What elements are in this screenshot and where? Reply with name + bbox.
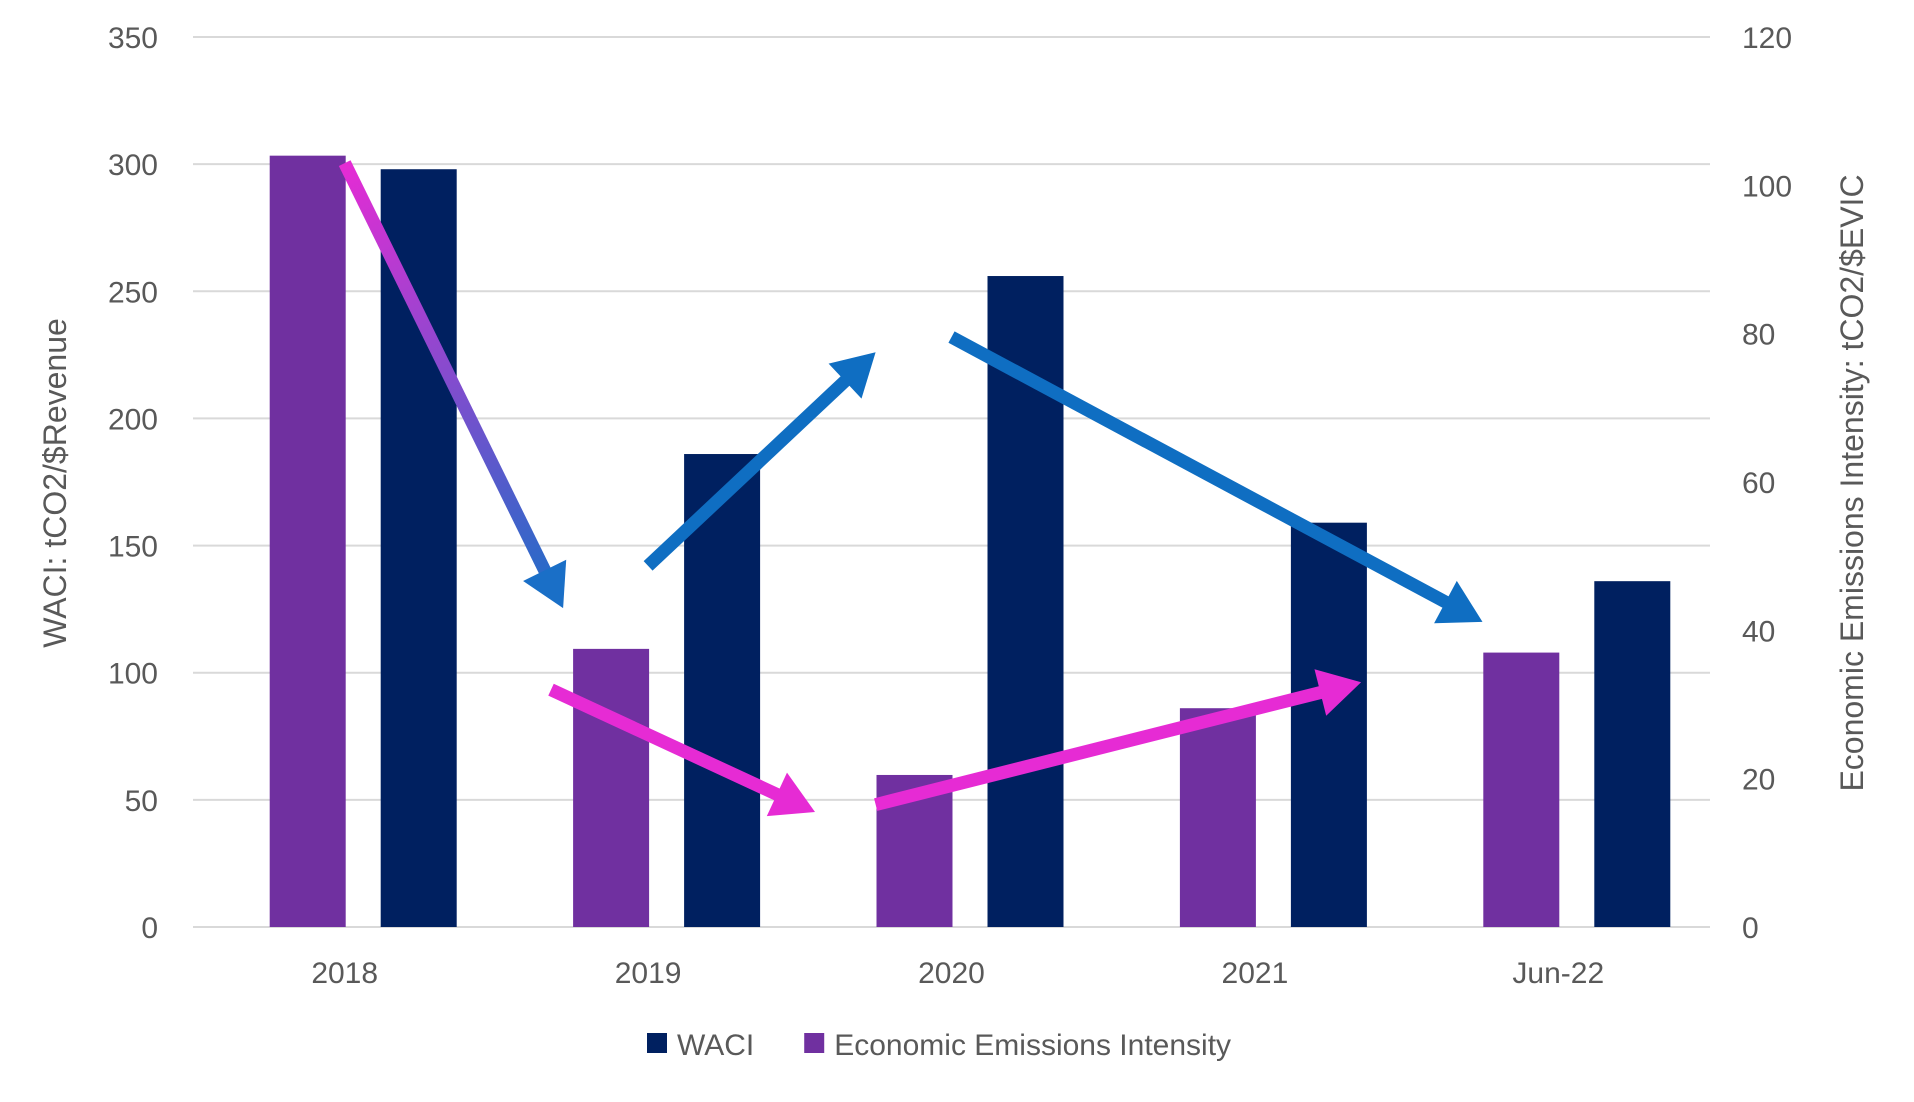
- left-tick-label: 100: [108, 658, 158, 691]
- eei-trend-2019-2020-shaft: [548, 683, 782, 802]
- left-tick-label: 50: [125, 785, 158, 818]
- right-tick-label: 40: [1742, 615, 1775, 648]
- right-axis-title: Economic Emissions Intensity: tCO2/$EVIC: [1834, 174, 1870, 791]
- right-tick-label: 60: [1742, 467, 1775, 500]
- eei-trend-2018-2019-head: [523, 559, 567, 609]
- trend-arrows: [338, 160, 1483, 817]
- x-tick-label: 2021: [1222, 957, 1289, 990]
- eei-bar: [1179, 708, 1256, 927]
- eei-bar: [1483, 652, 1560, 927]
- x-tick-label: Jun-22: [1512, 957, 1604, 990]
- right-tick-label: 0: [1742, 912, 1759, 945]
- legend-label: Economic Emissions Intensity: [834, 1029, 1231, 1062]
- right-tick-label: 20: [1742, 764, 1775, 797]
- eei-trend-2019-2020-head: [766, 772, 815, 817]
- left-tick-label: 200: [108, 403, 158, 436]
- eei-trend-2020-2021-head: [1314, 669, 1362, 716]
- left-axis-title: WACI: tCO2/$Revenue: [37, 318, 73, 648]
- x-tick-label: 2018: [311, 957, 378, 990]
- eei-bar: [573, 648, 650, 927]
- x-tick-label: 2020: [918, 957, 985, 990]
- waci-trend-2019-2020-shaft: [643, 374, 851, 571]
- right-tick-label: 100: [1742, 170, 1792, 203]
- waci-bar: [1594, 581, 1671, 927]
- legend: WACI Economic Emissions Intensity: [647, 1029, 1231, 1062]
- legend-swatch: [804, 1033, 825, 1053]
- eei-bar: [269, 155, 346, 927]
- waci-trend-2020-jun22-head: [1434, 580, 1483, 624]
- x-axis-ticks: 2018 2019 2020 2021 Jun-22: [311, 957, 1604, 990]
- left-tick-label: 0: [141, 912, 158, 945]
- waci-bar: [684, 454, 761, 927]
- left-tick-label: 300: [108, 149, 158, 182]
- left-tick-label: 250: [108, 276, 158, 309]
- waci-trend-2019-2020-head: [828, 352, 876, 399]
- legend-label: WACI: [677, 1029, 754, 1062]
- waci-trend-2020-jun22-shaft: [948, 331, 1451, 609]
- waci-bar: [380, 169, 457, 927]
- waci-bar: [1290, 522, 1367, 927]
- left-axis-ticks: 0 50 100 150 200 250 300 350: [108, 22, 158, 945]
- bars: [269, 155, 1671, 927]
- right-axis-ticks: 0 20 40 60 80 100 120: [1742, 22, 1792, 945]
- left-tick-label: 150: [108, 531, 158, 564]
- x-tick-label: 2019: [615, 957, 682, 990]
- eei-trend-2018-2019-shaft: [338, 160, 552, 576]
- right-tick-label: 80: [1742, 319, 1775, 352]
- legend-swatch: [647, 1033, 667, 1053]
- left-tick-label: 350: [108, 22, 158, 55]
- right-tick-label: 120: [1742, 22, 1792, 55]
- eei-trend-2020-2021-shaft: [874, 685, 1324, 811]
